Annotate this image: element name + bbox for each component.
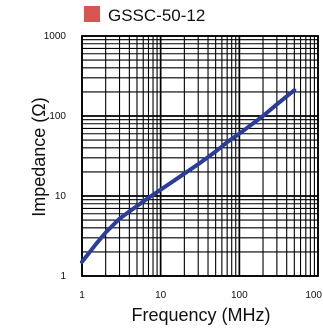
plot-frame <box>81 35 319 277</box>
legend-swatch <box>84 6 100 22</box>
x-tick-label: 100 <box>305 290 322 301</box>
grid <box>81 35 319 277</box>
y-axis-label: Impedance (Ω) <box>29 97 49 217</box>
x-tick-labels: 1 10 100 100 <box>79 290 322 301</box>
y-tick-label: 1000 <box>44 31 67 42</box>
x-tick-label: 10 <box>155 290 167 301</box>
series-line-gssc-50-12 <box>80 88 297 264</box>
x-tick-label: 100 <box>231 290 248 301</box>
x-tick-label: 1 <box>79 290 85 301</box>
plot-border <box>81 35 319 277</box>
x-axis-label: Frequency (MHz) <box>131 305 270 325</box>
legend: GSSC-50-12 <box>84 6 205 25</box>
y-tick-label: 100 <box>49 111 66 122</box>
y-tick-labels: 1 10 100 1000 <box>44 31 67 282</box>
series-layer <box>80 88 297 264</box>
y-tick-label: 10 <box>55 191 67 202</box>
y-tick-label: 1 <box>60 271 66 282</box>
legend-label: GSSC-50-12 <box>108 6 205 25</box>
